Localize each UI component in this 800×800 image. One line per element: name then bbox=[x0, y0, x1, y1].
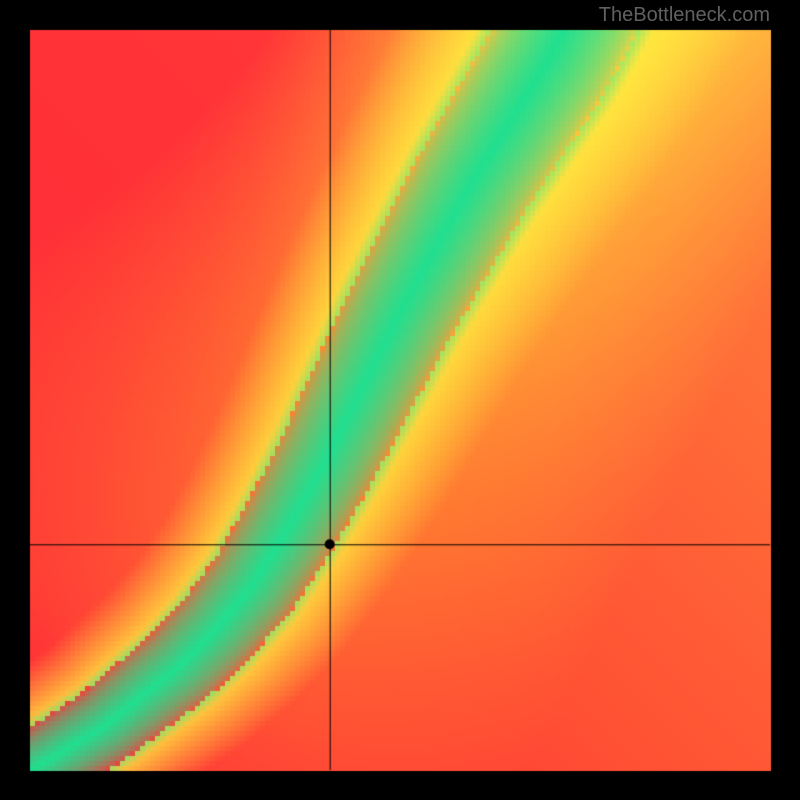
chart-container: TheBottleneck.com bbox=[0, 0, 800, 800]
attribution-text: TheBottleneck.com bbox=[599, 4, 770, 27]
heatmap-canvas bbox=[0, 0, 800, 800]
